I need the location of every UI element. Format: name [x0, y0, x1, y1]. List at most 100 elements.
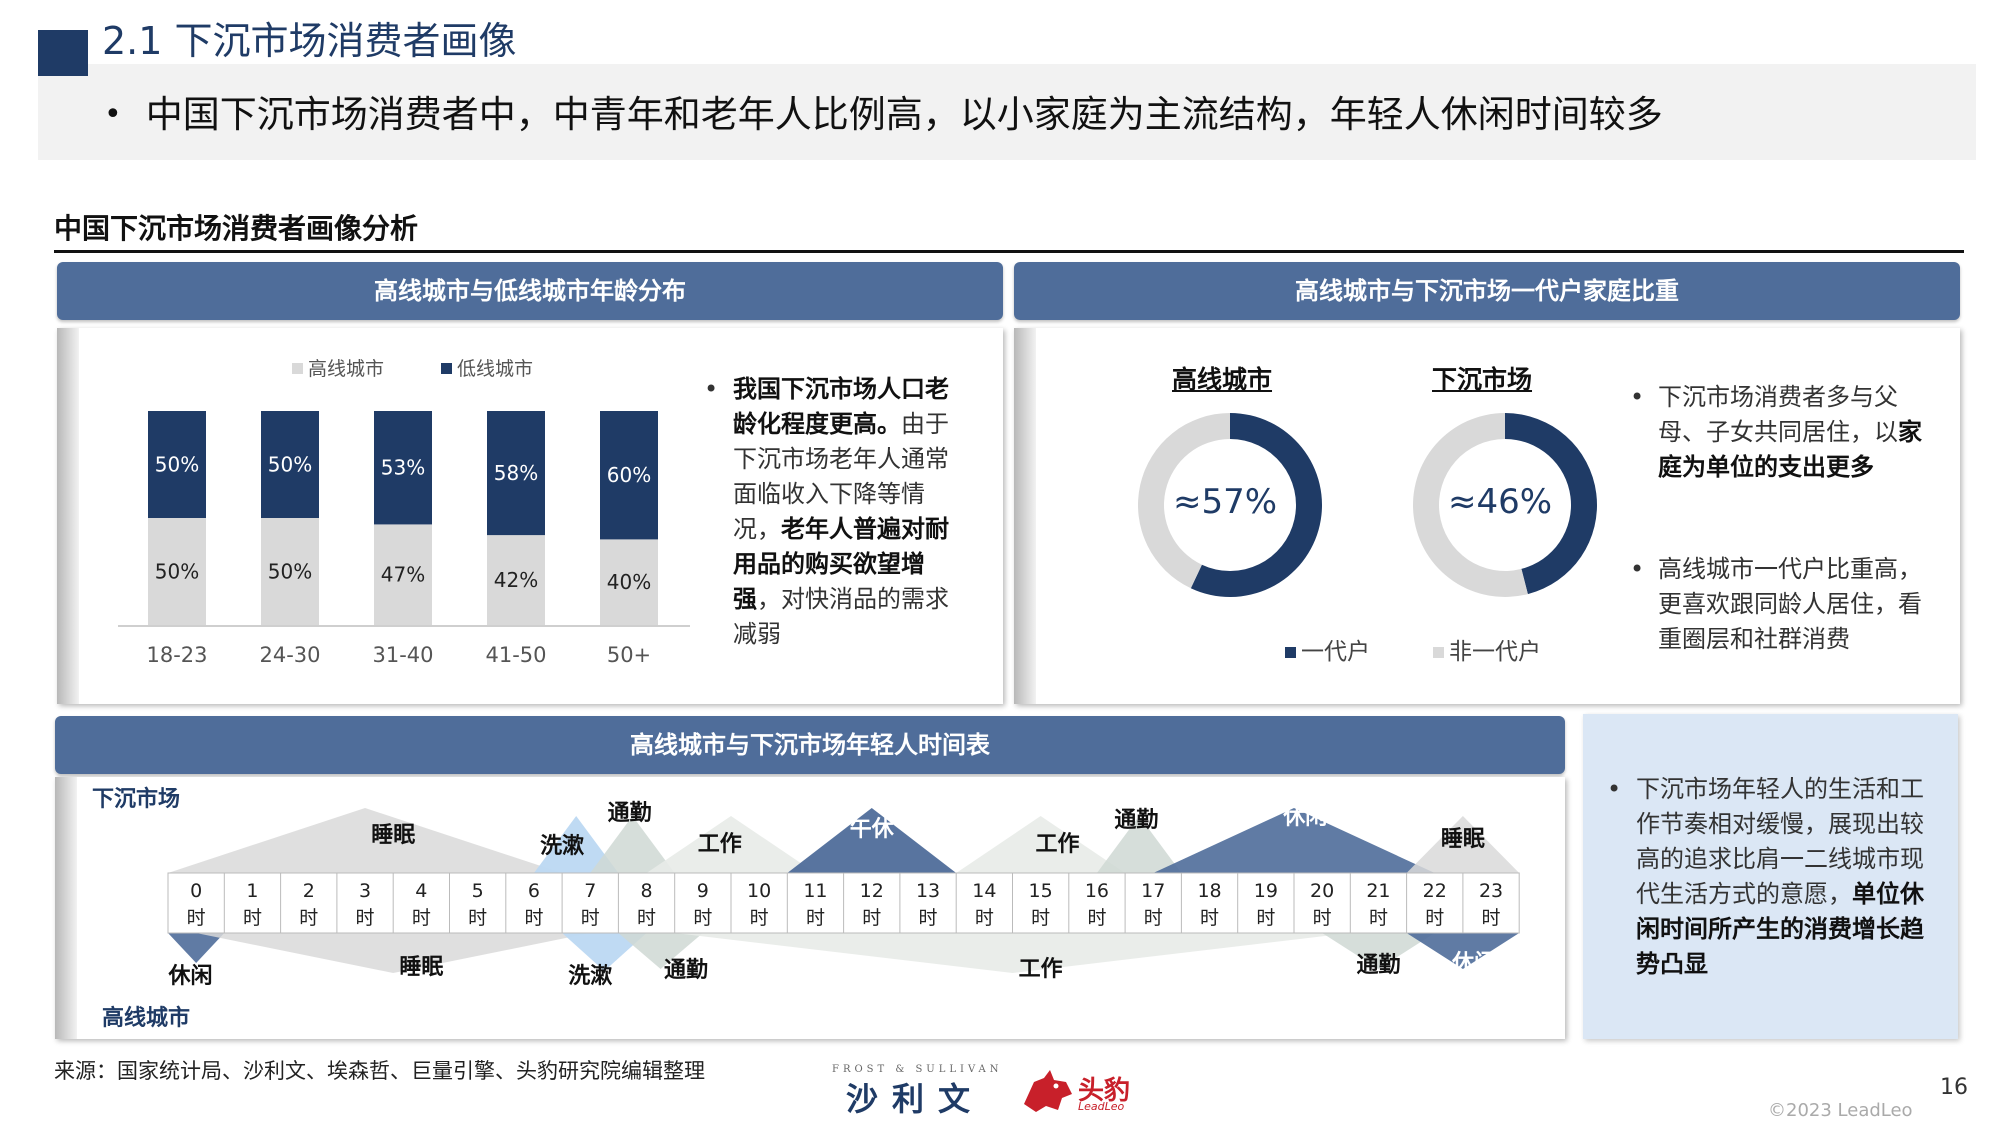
- bar-low-city: [600, 411, 658, 540]
- timeline-bottom-segment: [1322, 933, 1435, 969]
- page-number: 16: [1940, 1075, 1968, 1100]
- hour-suffix: 时: [862, 907, 881, 929]
- timeline-bottom-label: 通勤: [664, 957, 708, 983]
- age-bar-chart: 50% 50% 18-23 50% 50% 24-30 47% 53% 31-40 42% 58% 4…: [118, 411, 690, 667]
- schedule-note-box: [1583, 714, 1958, 1039]
- panel-stripe: [1014, 328, 1036, 704]
- age-panel-header: 高线城市与低线城市年龄分布: [57, 262, 1003, 320]
- legend-swatch-gray: [292, 363, 303, 374]
- schedule-note-bold: 单位休闲时间所产生的消费增长趋势凸显: [1636, 880, 1924, 978]
- subtitle-bullet: •: [104, 97, 122, 132]
- timeline-bottom-label: 洗漱: [568, 963, 612, 989]
- hour-suffix: 时: [1200, 907, 1219, 929]
- bar-high-city: [261, 518, 319, 625]
- panel-stripe: [57, 328, 79, 704]
- hour-suffix: 时: [693, 907, 712, 929]
- timeline-bottom-segment: [562, 933, 647, 971]
- hour-suffix: 时: [412, 907, 431, 929]
- bar-label-low-city: 50%: [268, 453, 312, 477]
- timeline-bottom-segment: [168, 933, 225, 963]
- hour-suffix: 时: [187, 907, 206, 929]
- legend-swatch-navy: [1285, 647, 1296, 658]
- hour-suffix: 时: [243, 907, 262, 929]
- donut-value-sink: ≈46%: [1448, 482, 1553, 522]
- hour-number: 1: [246, 880, 258, 902]
- donut-value-high: ≈57%: [1173, 482, 1278, 522]
- hour-suffix: 时: [919, 907, 938, 929]
- family-insight-1-bold: 家庭为单位的支出更多: [1658, 418, 1922, 481]
- family-insight-1-text: 下沉市场消费者多与父母、子女共同居住，以: [1658, 383, 1898, 446]
- bar-label-high-city: 47%: [381, 563, 425, 587]
- legend-swatch-gray: [1433, 647, 1444, 658]
- age-insight-text: 我国下沉市场人口老龄化程度更高。由于下沉市场老年人通常面临收入下降等情况，老年人…: [733, 372, 969, 652]
- timeline-bottom-label: 通勤: [1356, 952, 1400, 978]
- hour-suffix: 时: [975, 907, 994, 929]
- timeline-top-segment: [533, 816, 619, 873]
- donut-slice-one-gen: [1190, 413, 1322, 597]
- schedule-note-text: 下沉市场年轻人的生活和工作节奏相对缓慢，展现出较高的追求比肩一二线城市现代生活方…: [1636, 772, 1946, 982]
- age-insight-1: 由于下沉市场老年人通常面临收入下降等情况，: [733, 410, 949, 543]
- frost-sullivan-logo: 沙利文: [846, 1080, 985, 1118]
- hour-number: 22: [1423, 880, 1447, 902]
- hour-suffix: 时: [750, 907, 769, 929]
- hour-number: 6: [528, 880, 540, 902]
- subtitle-text: 中国下沉市场消费者中，中青年和老年人比例高，以小家庭为主流结构，年轻人休闲时间较…: [145, 93, 1663, 136]
- legend-one-gen: 一代户: [1285, 632, 1370, 666]
- hour-number: 20: [1310, 880, 1334, 902]
- age-insight-2: ，对快消品的需求减弱: [733, 585, 949, 648]
- donut-title-sink: 下沉市场: [1432, 365, 1533, 394]
- hour-suffix: 时: [1031, 907, 1050, 929]
- hour-suffix: 时: [1425, 907, 1444, 929]
- legend-label: 低线城市: [457, 358, 534, 380]
- bar-label-low-city: 60%: [607, 463, 651, 487]
- hour-number: 8: [641, 880, 653, 902]
- legend-high-city: 高线城市: [292, 354, 384, 381]
- hour-number: 18: [1197, 880, 1221, 902]
- hour-suffix: 时: [1144, 907, 1163, 929]
- hour-number: 16: [1085, 880, 1109, 902]
- x-tick-label: 24-30: [259, 643, 320, 667]
- hour-suffix: 时: [468, 907, 487, 929]
- hour-number: 0: [190, 880, 202, 902]
- timeline-top-segment: [646, 816, 816, 873]
- bar-label-low-city: 53%: [381, 456, 425, 480]
- schedule-note-body: 下沉市场年轻人的生活和工作节奏相对缓慢，展现出较高的追求比肩一二线城市现代生活方…: [1636, 775, 1924, 908]
- family-insight-2: 高线城市一代户比重高，更喜欢跟同龄人居住，看重圈层和社群消费: [1658, 555, 1922, 653]
- timeline-bottom-segment: [1406, 933, 1520, 969]
- hour-number: 19: [1254, 880, 1278, 902]
- hour-number: 7: [584, 880, 596, 902]
- timeline-top-segment: [956, 816, 1126, 873]
- series-label-sink-market: 下沉市场: [92, 786, 180, 812]
- panel-stripe: [55, 777, 77, 1039]
- timeline-top-label: 睡眠: [371, 823, 415, 848]
- timeline-top-label: 通勤: [608, 800, 652, 826]
- timeline-bottom-label: 休闲: [1451, 951, 1496, 976]
- section-divider: [54, 250, 1964, 253]
- timeline-bottom-label: 休闲: [168, 964, 213, 989]
- hour-suffix: 时: [524, 907, 543, 929]
- timeline-top-segment: [787, 808, 957, 873]
- age-insight-bold-2: 老年人普遍对耐用品的购买欲望增强: [733, 515, 949, 613]
- series-label-high-city: 高线城市: [102, 1005, 190, 1031]
- family-insight-1: 下沉市场消费者多与父母、子女共同居住，以家庭为单位的支出更多: [1658, 380, 1938, 485]
- hour-suffix: 时: [299, 907, 318, 929]
- timeline-top-label: 睡眠: [1441, 827, 1485, 852]
- donut-sink-market: [1413, 413, 1597, 597]
- family-panel: [1014, 328, 1960, 704]
- hour-suffix: 时: [1256, 907, 1275, 929]
- source-note: 来源：国家统计局、沙利文、埃森哲、巨量引擎、头豹研究院编辑整理: [54, 1059, 705, 1083]
- hour-number: 14: [972, 880, 996, 902]
- donut-slice-non-one-gen: [1413, 413, 1528, 597]
- bar-low-city: [487, 411, 545, 536]
- donut-high-city: [1138, 413, 1322, 597]
- timeline-top-label: 午休: [850, 816, 895, 842]
- leopard-logo-icon: [1024, 1070, 1072, 1112]
- bar-high-city: [374, 524, 432, 625]
- donut-slice-non-one-gen: [1138, 413, 1230, 589]
- hour-suffix: 时: [581, 907, 600, 929]
- hour-suffix: 时: [637, 907, 656, 929]
- hour-suffix: 时: [1313, 907, 1332, 929]
- x-tick-label: 50+: [607, 643, 651, 667]
- x-tick-label: 31-40: [372, 643, 433, 667]
- schedule-chart: 0 时 1 时 2 时 3 时 4 时 5 时 6 时 7 时 8 时 9 时 10 时 11 时 12 时 13 时 14 时 15 时 16…: [92, 786, 1520, 1031]
